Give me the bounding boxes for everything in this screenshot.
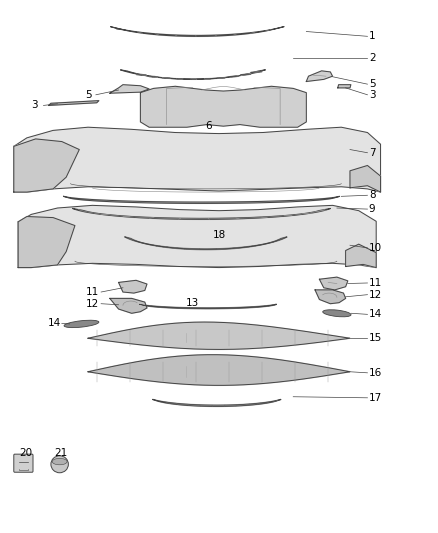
Polygon shape (319, 277, 348, 290)
Polygon shape (110, 27, 284, 36)
Polygon shape (49, 101, 99, 106)
Text: 5: 5 (369, 79, 375, 89)
Text: 13: 13 (186, 297, 199, 308)
Text: 9: 9 (369, 204, 375, 214)
Text: 11: 11 (369, 278, 382, 288)
Polygon shape (152, 399, 281, 407)
Text: 11: 11 (86, 287, 99, 297)
FancyBboxPatch shape (14, 454, 33, 472)
Polygon shape (306, 71, 332, 82)
Text: 6: 6 (206, 120, 212, 131)
Polygon shape (315, 290, 346, 304)
Text: 14: 14 (48, 318, 61, 328)
Polygon shape (350, 165, 381, 192)
Polygon shape (73, 208, 331, 220)
Polygon shape (88, 322, 350, 350)
Text: 21: 21 (54, 448, 67, 457)
Polygon shape (346, 244, 376, 268)
Polygon shape (230, 76, 239, 77)
Polygon shape (120, 70, 265, 79)
Text: 3: 3 (31, 100, 38, 110)
Ellipse shape (323, 310, 351, 317)
Text: 17: 17 (369, 393, 382, 403)
Text: 16: 16 (369, 368, 382, 378)
Text: 1: 1 (369, 31, 375, 42)
Text: 18: 18 (212, 230, 226, 240)
Polygon shape (110, 298, 147, 313)
Text: 14: 14 (369, 309, 382, 319)
Text: 20: 20 (19, 448, 32, 457)
Polygon shape (14, 139, 79, 192)
Polygon shape (18, 216, 75, 268)
Text: 3: 3 (369, 90, 375, 100)
Text: 2: 2 (369, 53, 375, 62)
Ellipse shape (64, 320, 99, 328)
Polygon shape (149, 76, 158, 77)
Polygon shape (110, 85, 149, 93)
Text: 7: 7 (369, 148, 375, 158)
Text: 5: 5 (85, 90, 92, 100)
Polygon shape (338, 85, 351, 88)
Polygon shape (119, 280, 147, 293)
Text: 12: 12 (86, 298, 99, 309)
Polygon shape (240, 74, 251, 75)
Polygon shape (18, 205, 376, 268)
Ellipse shape (51, 456, 68, 473)
Polygon shape (88, 354, 350, 385)
Text: 12: 12 (369, 289, 382, 300)
Polygon shape (14, 127, 381, 192)
Text: 15: 15 (369, 333, 382, 343)
Text: 10: 10 (369, 243, 382, 253)
Polygon shape (251, 71, 262, 72)
Text: 8: 8 (369, 190, 375, 200)
Polygon shape (64, 196, 339, 204)
Polygon shape (125, 237, 287, 249)
Ellipse shape (52, 458, 67, 465)
Polygon shape (141, 86, 306, 127)
Polygon shape (140, 304, 277, 309)
